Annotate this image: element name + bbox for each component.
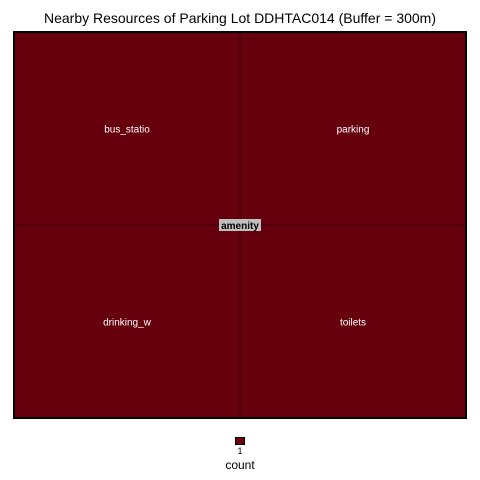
group-label-background: [219, 219, 261, 231]
treemap-border: [13, 31, 467, 419]
legend-title: count: [225, 458, 255, 472]
treemap-tile-drinking_w: [13, 224, 241, 419]
treemap-tile-bus_statio: [13, 31, 241, 226]
chart-title: Nearby Resources of Parking Lot DDHTAC01…: [43, 10, 437, 26]
treemap-tile-label: parking: [337, 125, 370, 136]
group-label: amenity: [221, 221, 259, 232]
treemap-tile-parking: [239, 31, 467, 226]
treemap-tile-label: drinking_w: [103, 318, 152, 329]
treemap-tile-label: toilets: [340, 318, 366, 329]
legend-tick-label: 1: [237, 446, 243, 456]
treemap-tile-label: bus_statio: [104, 125, 150, 136]
legend-swatch: [235, 437, 245, 445]
group-label-layer: amenity: [219, 219, 261, 232]
